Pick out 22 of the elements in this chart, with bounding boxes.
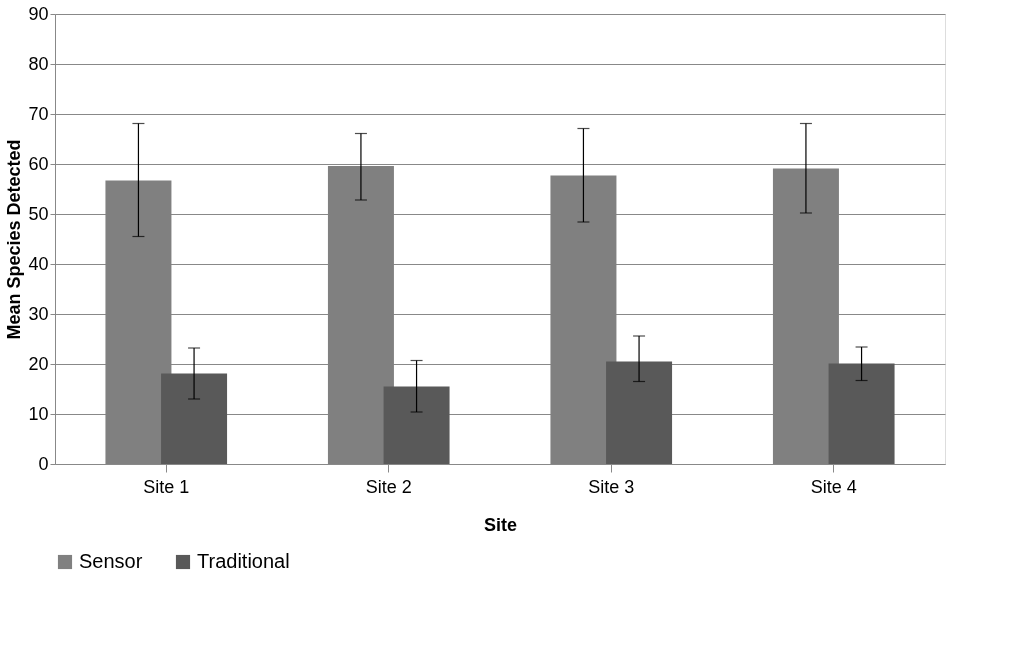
y-tick-label: 40 [28,253,49,274]
y-tick-label: 20 [28,353,49,374]
x-tick-label: Site 4 [810,476,857,497]
y-axis-title: Mean Species Detected [4,139,25,340]
y-tick-label: 80 [28,53,49,74]
y-tick-label: 50 [28,203,49,224]
bar [161,373,228,464]
x-axis-title: Site [483,514,518,535]
y-tick-label: 70 [28,103,49,124]
y-tick-label: 10 [28,403,49,424]
bar [606,361,673,464]
legend-label: Traditional [197,550,290,572]
legend-label: Sensor [79,550,143,572]
bar [383,386,450,464]
x-tick-label: Site 2 [365,476,412,497]
x-tick-label: Site 1 [143,476,190,497]
x-tick-label: Site 3 [588,476,635,497]
y-tick-label: 30 [28,303,49,324]
y-tick-label: 90 [28,3,49,24]
y-tick-label: 0 [38,453,49,474]
bar [828,363,895,464]
y-tick-label: 60 [28,153,49,174]
